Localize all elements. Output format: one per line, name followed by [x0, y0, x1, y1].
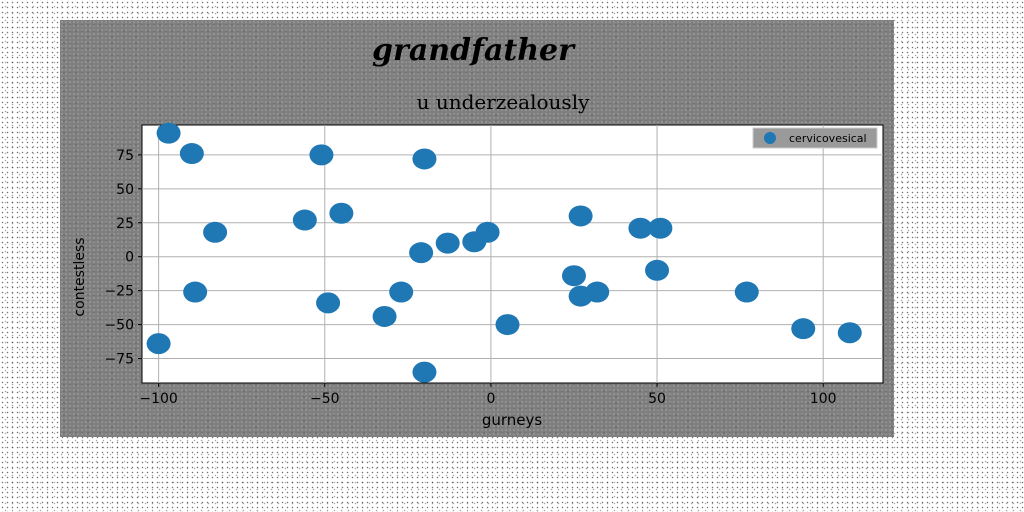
y-axis-ticks: −75 −50 −25 0 25 50 75	[104, 148, 142, 368]
scatter-point	[372, 305, 397, 327]
scatter-point	[412, 361, 437, 383]
y-tick-label: −50	[104, 318, 134, 334]
scatter-point	[837, 322, 862, 344]
scatter-point	[412, 148, 437, 170]
y-tick-label: 25	[116, 216, 134, 232]
figure-canvas: grandfather u underzealously −100 −50 0 50 1…	[60, 20, 894, 437]
scatter-point	[146, 333, 171, 355]
scatter-point	[316, 292, 341, 314]
x-tick-label: −100	[139, 391, 177, 407]
scatter-point	[791, 318, 816, 340]
legend: cervicovesical	[752, 127, 878, 149]
y-tick-label: −25	[104, 284, 134, 300]
data-points	[146, 122, 862, 383]
scatter-point	[409, 242, 434, 264]
chart-title: grandfather	[372, 33, 576, 68]
y-tick-label: 50	[116, 182, 134, 198]
x-tick-label: −50	[310, 391, 340, 407]
x-axis-label: gurneys	[482, 411, 543, 429]
x-axis-ticks: −100 −50 0 50 100	[139, 383, 837, 407]
scatter-point	[389, 281, 414, 303]
scatter-point	[568, 205, 593, 227]
scatter-point	[435, 232, 460, 254]
x-tick-label: 50	[648, 391, 666, 407]
grid-lines	[142, 125, 883, 383]
y-tick-label: 0	[125, 250, 134, 266]
y-axis-label: contestless	[72, 237, 88, 316]
plot-area	[141, 124, 884, 384]
scatter-point	[203, 221, 228, 243]
scatter-chart: grandfather u underzealously −100 −50 0 50 1…	[72, 33, 884, 429]
x-tick-label: 100	[810, 391, 837, 407]
legend-box	[752, 127, 878, 149]
scatter-point	[183, 281, 208, 303]
chart-subtitle: u underzealously	[417, 90, 590, 114]
y-tick-label: −75	[104, 352, 134, 368]
scatter-point	[648, 217, 673, 239]
scatter-point	[309, 144, 334, 166]
scatter-point	[495, 314, 520, 336]
scatter-point	[292, 209, 317, 231]
scatter-point	[585, 281, 610, 303]
x-tick-label: 0	[486, 391, 495, 407]
scatter-point	[645, 259, 670, 281]
scatter-point	[156, 122, 181, 144]
y-tick-label: 75	[116, 148, 134, 164]
scatter-point	[734, 281, 759, 303]
scatter-point	[329, 202, 354, 224]
legend-marker	[764, 132, 776, 144]
scatter-point	[561, 265, 586, 287]
scatter-point	[628, 217, 653, 239]
scatter-point	[475, 221, 500, 243]
legend-label: cervicovesical	[789, 132, 867, 145]
scatter-point	[179, 143, 204, 165]
